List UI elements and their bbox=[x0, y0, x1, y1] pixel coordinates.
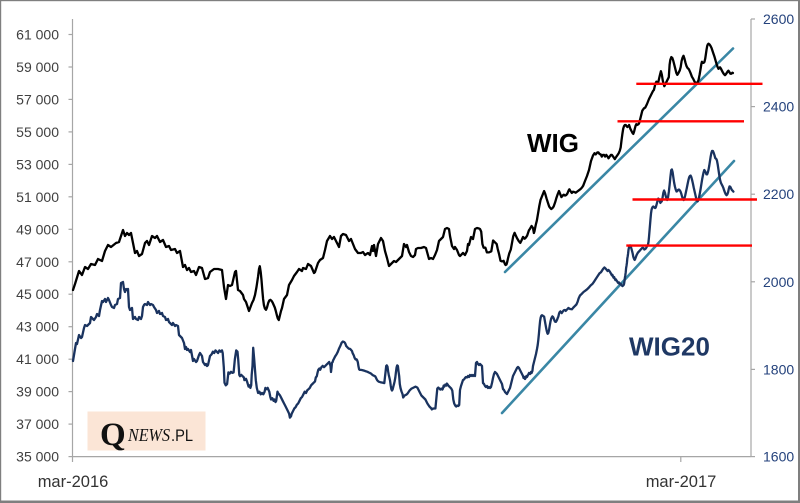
svg-text:2400: 2400 bbox=[763, 99, 794, 115]
svg-text:53 000: 53 000 bbox=[16, 156, 59, 172]
svg-text:41 000: 41 000 bbox=[16, 351, 59, 367]
svg-text:45 000: 45 000 bbox=[16, 286, 59, 302]
svg-text:51 000: 51 000 bbox=[16, 189, 59, 205]
svg-text:1600: 1600 bbox=[763, 449, 794, 465]
svg-text:49 000: 49 000 bbox=[16, 221, 59, 237]
svg-text:57 000: 57 000 bbox=[16, 91, 59, 107]
svg-text:61 000: 61 000 bbox=[16, 27, 59, 43]
svg-text:37 000: 37 000 bbox=[16, 416, 59, 432]
svg-text:1800: 1800 bbox=[763, 361, 794, 377]
svg-text:2200: 2200 bbox=[763, 186, 794, 202]
svg-text:43 000: 43 000 bbox=[16, 319, 59, 335]
svg-text:55 000: 55 000 bbox=[16, 124, 59, 140]
svg-text:2000: 2000 bbox=[763, 274, 794, 290]
svg-text:2600: 2600 bbox=[763, 11, 794, 27]
svg-text:mar-2017: mar-2017 bbox=[646, 473, 717, 491]
svg-text:47 000: 47 000 bbox=[16, 254, 59, 270]
svg-text:WIG: WIG bbox=[527, 128, 579, 158]
svg-text:35 000: 35 000 bbox=[16, 449, 59, 465]
svg-text:WIG20: WIG20 bbox=[629, 332, 710, 362]
svg-text:Q: Q bbox=[100, 417, 126, 453]
svg-text:59 000: 59 000 bbox=[16, 59, 59, 75]
svg-text:mar-2016: mar-2016 bbox=[38, 473, 109, 491]
svg-text:39 000: 39 000 bbox=[16, 384, 59, 400]
svg-text:NEWS: NEWS bbox=[127, 425, 170, 445]
svg-text:.PL: .PL bbox=[171, 427, 193, 445]
